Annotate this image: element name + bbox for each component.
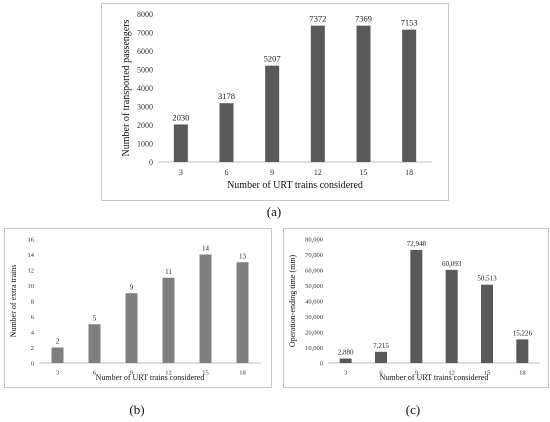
x-tick-label: 15 bbox=[360, 168, 368, 177]
x-tick-label: 9 bbox=[415, 370, 418, 377]
x-tick-label: 15 bbox=[202, 370, 209, 377]
bar bbox=[162, 277, 175, 363]
data-label: 50,513 bbox=[477, 275, 497, 283]
x-tick-label: 6 bbox=[225, 168, 229, 177]
bar bbox=[265, 65, 280, 162]
x-tick-label: 3 bbox=[179, 168, 183, 177]
y-tick-label: 4000 bbox=[137, 84, 153, 93]
data-label: 2030 bbox=[172, 112, 189, 122]
y-tick-label: 6000 bbox=[137, 47, 153, 56]
x-tick-label: 6 bbox=[93, 370, 97, 377]
bar bbox=[402, 29, 417, 163]
y-tick-label: 5000 bbox=[137, 65, 153, 74]
data-label: 72,948 bbox=[407, 240, 427, 248]
y-tick-label: 8 bbox=[31, 298, 34, 305]
data-label: 60,093 bbox=[442, 260, 462, 268]
bar bbox=[219, 103, 234, 162]
chart-panel-c: 0 10,000 20,000 30,000 40,000 50,000 60,000 70,… bbox=[283, 228, 549, 388]
chart-panel-b: 0 2 4 6 8 10 12 14 16 2 3 5 6 9 9 11 12 14 15 13 18 Number of… bbox=[4, 228, 272, 388]
x-tick-label: 12 bbox=[448, 370, 455, 377]
x-tick-label: 18 bbox=[239, 370, 246, 377]
y-tick-label: 8000 bbox=[137, 10, 153, 19]
y-tick-label: 60,000 bbox=[305, 267, 323, 274]
bar bbox=[445, 269, 458, 363]
y-tick-label: 10,000 bbox=[305, 345, 323, 352]
data-label: 2 bbox=[56, 338, 60, 346]
y-tick-label: 0 bbox=[149, 158, 153, 167]
y-tick-label: 40,000 bbox=[305, 298, 323, 305]
bar bbox=[173, 124, 188, 162]
data-label: 7,215 bbox=[373, 342, 389, 350]
data-label: 2,880 bbox=[338, 349, 354, 357]
data-label: 14 bbox=[202, 245, 210, 253]
chart-b: 0 2 4 6 8 10 12 14 16 2 3 5 6 9 9 11 12 14 15 13 18 Number of… bbox=[9, 236, 261, 382]
bar bbox=[51, 347, 64, 363]
y-tick-label: 2000 bbox=[137, 121, 153, 130]
x-tick-label: 18 bbox=[405, 168, 413, 177]
bar bbox=[481, 284, 493, 363]
y-tick-label: 0 bbox=[320, 360, 323, 367]
bar bbox=[310, 25, 325, 163]
x-tick-label: 6 bbox=[379, 370, 383, 377]
data-label: 7372 bbox=[309, 14, 326, 24]
y-tick-label: 30,000 bbox=[305, 314, 323, 321]
y-tick-label: 70,000 bbox=[305, 252, 323, 259]
bar bbox=[339, 358, 352, 363]
caption-b: (b) bbox=[129, 402, 145, 417]
y-tick-label: 12 bbox=[28, 267, 35, 274]
bar bbox=[236, 262, 249, 363]
y-axis-title: Number of extra trains bbox=[9, 265, 18, 338]
x-tick-label: 12 bbox=[165, 370, 172, 377]
y-tick-label: 0 bbox=[31, 360, 34, 367]
data-label: 3178 bbox=[218, 91, 235, 101]
y-tick-label: 10 bbox=[28, 283, 35, 290]
x-tick-label: 9 bbox=[130, 370, 133, 377]
y-tick-label: 50,000 bbox=[305, 283, 323, 290]
x-tick-label: 15 bbox=[484, 370, 491, 377]
bar bbox=[356, 25, 371, 163]
y-tick-label: 3000 bbox=[137, 102, 153, 111]
y-tick-label: 7000 bbox=[137, 28, 153, 37]
bar bbox=[375, 351, 387, 363]
y-axis-title: Operation-ending time (min) bbox=[288, 254, 297, 347]
x-tick-label: 18 bbox=[519, 370, 526, 377]
data-label: 5207 bbox=[264, 54, 281, 64]
data-label: 9 bbox=[130, 283, 134, 291]
data-label: 11 bbox=[165, 268, 172, 276]
data-label: 15,226 bbox=[513, 329, 533, 337]
x-axis-title: Number of URT trains considered bbox=[380, 373, 489, 382]
caption-a: (a) bbox=[266, 204, 282, 219]
x-tick-label: 12 bbox=[314, 168, 322, 177]
data-label: 7153 bbox=[401, 18, 418, 28]
y-tick-label: 80,000 bbox=[305, 236, 323, 243]
bar bbox=[88, 324, 101, 363]
data-label: 13 bbox=[239, 252, 247, 260]
y-tick-label: 2 bbox=[31, 345, 34, 352]
x-tick-label: 9 bbox=[270, 168, 274, 177]
x-tick-label: 3 bbox=[56, 370, 59, 377]
chart-panel-a: 0 1000 2000 3000 4000 5000 6000 7000 8000 2030 3 31… bbox=[101, 3, 449, 201]
data-label: 5 bbox=[93, 314, 97, 322]
bar bbox=[199, 254, 212, 363]
chart-a: 0 1000 2000 3000 4000 5000 6000 7000 8000 2030 3 31… bbox=[121, 10, 432, 191]
chart-c: 0 10,000 20,000 30,000 40,000 50,000 60,000 70,… bbox=[288, 236, 540, 382]
y-tick-label: 16 bbox=[28, 236, 35, 243]
y-tick-label: 4 bbox=[31, 329, 35, 336]
y-tick-label: 20,000 bbox=[305, 329, 323, 336]
caption-c: (c) bbox=[405, 402, 421, 417]
x-tick-label: 3 bbox=[344, 370, 347, 377]
data-label: 7369 bbox=[355, 14, 372, 24]
bar bbox=[125, 293, 138, 363]
y-tick-label: 1000 bbox=[137, 139, 153, 148]
x-axis-title: Number of URT trains considered bbox=[227, 180, 363, 191]
y-tick-label: 6 bbox=[31, 314, 35, 321]
y-axis-title: Number of transported passengers bbox=[121, 19, 132, 156]
bar bbox=[516, 339, 529, 363]
x-axis-title: Number of URT trains considered bbox=[96, 373, 205, 382]
y-tick-label: 14 bbox=[28, 252, 35, 259]
bar bbox=[410, 249, 423, 363]
